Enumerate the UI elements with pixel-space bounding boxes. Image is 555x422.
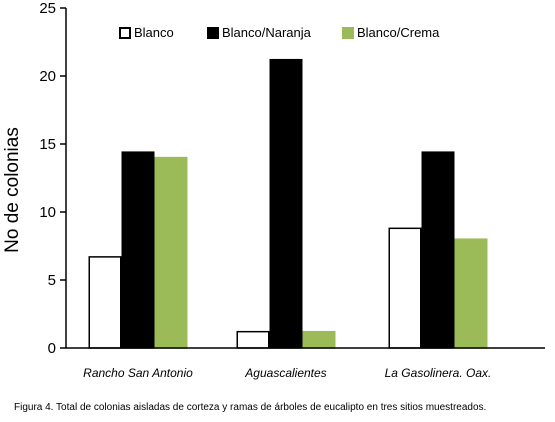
category-label: Aguascalientes	[244, 366, 326, 380]
legend-entry: Blanco/Crema	[357, 25, 440, 40]
bar	[454, 238, 488, 349]
legend-swatch	[207, 27, 219, 39]
legend-swatch	[342, 27, 354, 39]
bar	[302, 330, 336, 349]
y-tick-label: 15	[39, 136, 56, 153]
legend-swatch	[119, 27, 131, 39]
legend-entry: Blanco/Naranja	[222, 25, 312, 40]
y-tick-label: 5	[48, 272, 56, 289]
category-labels: Rancho San Antonio Aguascalientes La Gasol…	[83, 366, 491, 380]
bars	[88, 58, 488, 349]
legend-entry: Blanco	[134, 25, 174, 40]
bar	[388, 227, 422, 349]
y-tick-label: 25	[39, 0, 56, 17]
bar	[154, 156, 188, 349]
legend: Blanco Blanco/Naranja Blanco/Crema	[119, 25, 440, 40]
bar	[269, 58, 303, 349]
bar	[121, 151, 155, 349]
bar-chart: No de colonias 0 5 10 15 20 25 Rancho San Ant…	[2, 0, 545, 380]
category-label: Rancho San Antonio	[83, 366, 193, 380]
y-tick-label: 20	[39, 68, 56, 85]
bar	[236, 330, 270, 349]
bar	[421, 151, 455, 349]
y-tick-label: 0	[48, 340, 56, 357]
category-label: La Gasolinera. Oax.	[385, 366, 492, 380]
figure-caption: Figura 4. Total de colonias aisladas de …	[14, 402, 487, 413]
y-tick-label: 10	[39, 204, 56, 221]
y-axis-label: No de colonias	[2, 127, 23, 253]
bar	[88, 256, 122, 349]
y-axis-ticks: 0 5 10 15 20 25	[39, 0, 66, 357]
